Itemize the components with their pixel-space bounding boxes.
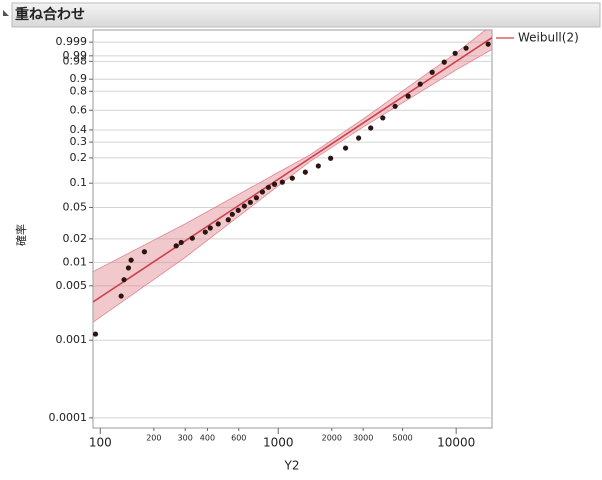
x-tick-label: 3000 xyxy=(353,434,373,443)
data-point xyxy=(125,265,132,271)
x-tick-label: 10000 xyxy=(437,436,475,450)
data-point xyxy=(259,189,266,195)
data-point xyxy=(118,293,124,299)
header-bar xyxy=(11,2,601,28)
y-tick-label: 0.02 xyxy=(63,232,88,245)
y-tick-label: 0.98 xyxy=(63,54,88,67)
data-point xyxy=(178,239,184,246)
y-tick-label: 0.999 xyxy=(56,35,88,48)
x-tick-label: 600 xyxy=(231,434,246,443)
data-point xyxy=(380,115,386,121)
x-tick-label: 1000 xyxy=(263,436,294,450)
legend-label: Weibull(2) xyxy=(518,31,579,45)
data-point xyxy=(141,249,148,255)
y-tick-label: 0.005 xyxy=(56,279,88,292)
data-point xyxy=(452,50,458,56)
y-tick-label: 0.01 xyxy=(63,255,88,268)
y-tick-label: 0.6 xyxy=(70,103,88,116)
data-point xyxy=(207,225,213,231)
collapse-icon[interactable] xyxy=(3,10,9,16)
y-tick-label: 0.1 xyxy=(70,176,88,189)
x-axis-label: Y2 xyxy=(284,459,300,473)
y-tick-label: 0.05 xyxy=(63,200,88,213)
data-point xyxy=(225,217,231,223)
data-point xyxy=(368,125,374,131)
fit-line xyxy=(93,36,492,303)
y-tick-label: 0.2 xyxy=(70,151,88,164)
header-title: 重ね合わせ xyxy=(15,6,85,23)
data-point xyxy=(253,195,260,201)
data-point xyxy=(271,181,278,187)
data-point xyxy=(485,41,491,47)
data-point xyxy=(241,203,247,209)
data-point xyxy=(189,235,195,241)
x-tick-label: 5000 xyxy=(392,434,412,443)
data-point xyxy=(356,135,362,141)
data-point xyxy=(265,184,272,190)
x-tick-label: 400 xyxy=(200,434,215,443)
data-point xyxy=(302,169,308,175)
data-point xyxy=(463,45,469,51)
data-point xyxy=(279,179,285,185)
y-axis-label: 確率 xyxy=(14,224,28,246)
data-point xyxy=(315,163,321,169)
data-point xyxy=(121,277,127,283)
data-point xyxy=(128,257,134,263)
y-tick-label: 0.9 xyxy=(70,72,88,85)
data-point xyxy=(93,331,99,337)
data-point xyxy=(342,145,349,151)
x-tick-label: 300 xyxy=(178,434,193,443)
data-point xyxy=(328,155,334,161)
data-point xyxy=(247,199,253,205)
data-point xyxy=(441,59,447,65)
data-point xyxy=(235,207,241,213)
y-tick-label: 0.0001 xyxy=(49,411,88,424)
y-tick-label: 0.8 xyxy=(70,84,88,97)
data-point xyxy=(202,229,208,235)
y-tick-label: 0.001 xyxy=(56,333,88,346)
data-point xyxy=(289,175,295,181)
data-point xyxy=(229,211,235,217)
data-point xyxy=(173,243,179,249)
data-point xyxy=(405,93,411,99)
x-tick-label: 200 xyxy=(146,434,161,443)
x-tick-label: 2000 xyxy=(322,434,342,443)
data-point xyxy=(417,81,423,87)
data-point xyxy=(392,103,398,109)
y-tick-label: 0.99 xyxy=(63,49,88,62)
plot-frame xyxy=(92,29,493,429)
x-tick-label: 100 xyxy=(89,436,112,450)
data-point xyxy=(429,69,435,75)
y-tick-label: 0.4 xyxy=(70,123,88,136)
data-point xyxy=(215,221,221,227)
y-tick-label: 0.3 xyxy=(70,135,88,148)
